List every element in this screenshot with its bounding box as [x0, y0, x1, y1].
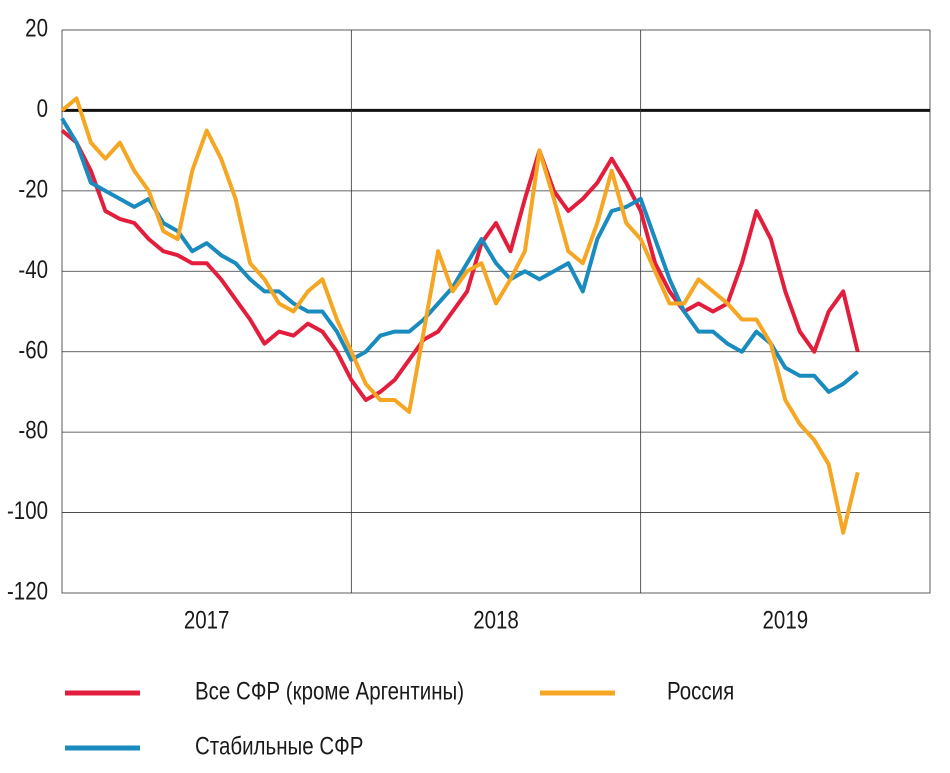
series-line — [60, 96, 860, 535]
y-tick-label: -20 — [18, 174, 48, 202]
y-tick-label: -40 — [18, 255, 48, 283]
y-tick-label: 20 — [25, 14, 48, 42]
legend-label: Стабильные СФР — [195, 732, 363, 760]
y-tick-label: -60 — [18, 335, 48, 363]
x-tick-label: 2019 — [763, 606, 809, 634]
x-tick-label: 2018 — [473, 606, 519, 634]
series-line — [60, 128, 860, 402]
series-line — [60, 117, 859, 394]
y-tick-label: 0 — [37, 94, 48, 122]
plot-frame — [61, 29, 931, 594]
x-tick-label: 2017 — [184, 606, 230, 634]
y-tick-label: -100 — [7, 496, 48, 524]
legend-label: Россия — [667, 677, 734, 705]
legend-label: Все СФР (кроме Аргентины) — [195, 677, 464, 705]
y-tick-label: -120 — [7, 577, 48, 605]
y-tick-label: -80 — [18, 416, 48, 444]
